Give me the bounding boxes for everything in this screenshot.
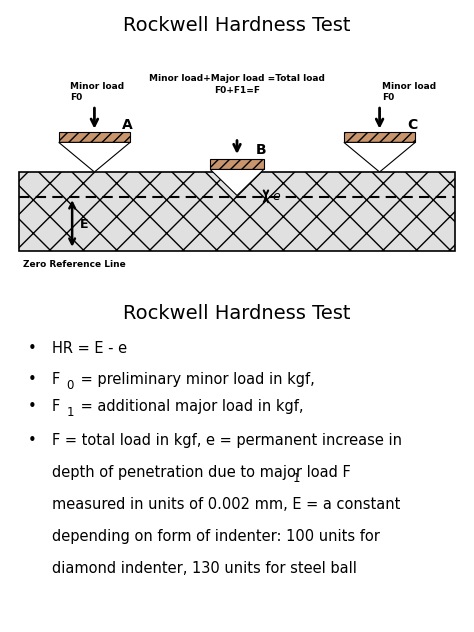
Text: Minor load
F0: Minor load F0	[70, 82, 124, 102]
Text: 1: 1	[292, 472, 300, 485]
Text: HR = E - e: HR = E - e	[52, 341, 127, 356]
Text: Rockwell Hardness Test: Rockwell Hardness Test	[123, 16, 351, 35]
Text: C: C	[407, 118, 418, 131]
Text: = preliminary minor load in kgf,: = preliminary minor load in kgf,	[76, 372, 314, 387]
Text: diamond indenter, 130 units for steel ball: diamond indenter, 130 units for steel ba…	[52, 561, 357, 576]
Text: B: B	[255, 143, 266, 157]
Text: depth of penetration due to major load F: depth of penetration due to major load F	[52, 465, 351, 480]
Text: A: A	[122, 118, 133, 131]
Text: depending on form of indenter: 100 units for: depending on form of indenter: 100 units…	[52, 529, 380, 544]
Text: Rockwell Hardness Test: Rockwell Hardness Test	[123, 304, 351, 323]
Text: E: E	[80, 218, 89, 231]
Text: Minor load+Major load =Total load
F0+F1=F: Minor load+Major load =Total load F0+F1=…	[149, 75, 325, 95]
Polygon shape	[210, 169, 264, 195]
Bar	[344, 132, 415, 142]
Text: •: •	[27, 399, 36, 414]
Text: F: F	[52, 372, 60, 387]
Text: e: e	[273, 190, 281, 203]
Text: 0: 0	[66, 379, 74, 392]
Bar	[210, 159, 264, 169]
Text: 1: 1	[66, 406, 74, 419]
Bar	[18, 172, 456, 252]
Text: F: F	[52, 399, 60, 414]
Text: •: •	[27, 341, 36, 356]
Text: = additional major load in kgf,: = additional major load in kgf,	[76, 399, 303, 414]
Text: Minor load
F0: Minor load F0	[382, 82, 436, 102]
Text: •: •	[27, 372, 36, 387]
Bar	[59, 132, 130, 142]
Text: F = total load in kgf, e = permanent increase in: F = total load in kgf, e = permanent inc…	[52, 432, 402, 447]
Text: measured in units of 0.002 mm, E = a constant: measured in units of 0.002 mm, E = a con…	[52, 497, 401, 512]
Polygon shape	[344, 142, 415, 172]
Text: Zero Reference Line: Zero Reference Line	[23, 260, 126, 269]
Polygon shape	[59, 142, 130, 172]
Text: •: •	[27, 432, 36, 447]
